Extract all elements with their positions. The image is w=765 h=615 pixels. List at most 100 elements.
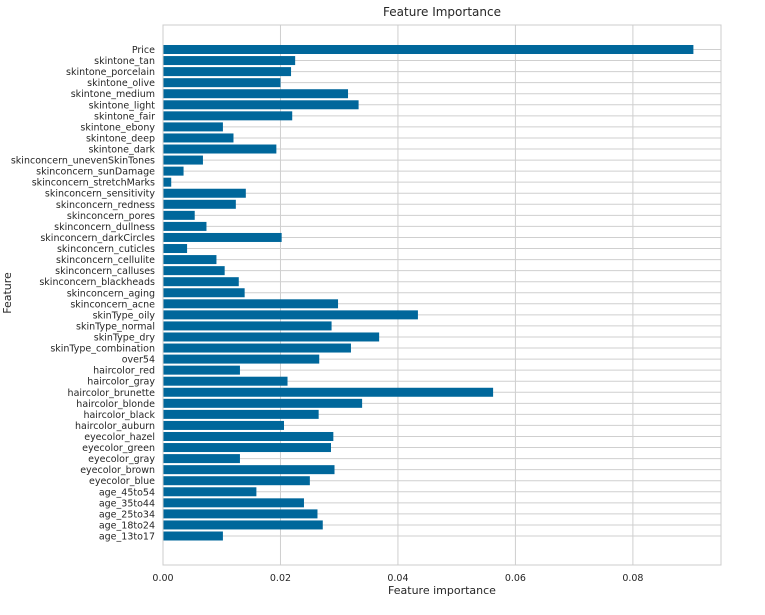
y-tick-label: skinType_combination bbox=[50, 344, 155, 355]
bar-Price bbox=[163, 45, 694, 54]
y-tick-label: haircolor_gray bbox=[87, 377, 155, 388]
chart-title: Feature Importance bbox=[383, 5, 501, 19]
y-tick-label: skinconcern_blackheads bbox=[39, 277, 155, 288]
y-tick-label: skinconcern_darkCircles bbox=[40, 233, 155, 244]
bar-skinType_dry bbox=[163, 332, 380, 342]
bar-skinType_combination bbox=[163, 343, 351, 353]
y-tick-label: skinconcern_sunDamage bbox=[36, 167, 155, 178]
bar-age_45to54 bbox=[163, 487, 257, 497]
y-tick-label: age_25to34 bbox=[99, 509, 155, 520]
bar-age_35to44 bbox=[163, 498, 304, 508]
y-tick-label: skinconcern_cuticles bbox=[57, 244, 155, 255]
x-tick-labels: 0.00 0.02 0.04 0.06 0.08 bbox=[152, 573, 643, 584]
bar-skintone_fair bbox=[163, 111, 293, 121]
bar-skintone_ebony bbox=[163, 122, 223, 132]
bar-skinconcern_unevenSkinTones bbox=[163, 155, 203, 165]
bar-age_18to24 bbox=[163, 520, 323, 530]
x-tick-label: 0.06 bbox=[505, 573, 526, 584]
y-tick-label: skintone_olive bbox=[87, 78, 155, 89]
bar-haircolor_black bbox=[163, 409, 319, 419]
bar-haircolor_red bbox=[163, 365, 240, 375]
bar-eyecolor_blue bbox=[163, 476, 310, 486]
y-tick-label: haircolor_brunette bbox=[68, 388, 156, 399]
y-tick-label: skinType_dry bbox=[94, 332, 156, 343]
bar-skintone_light bbox=[163, 100, 359, 110]
bar-skinconcern_pores bbox=[163, 210, 195, 220]
bar-age_13to17 bbox=[163, 531, 223, 541]
bars bbox=[163, 45, 694, 541]
bar-eyecolor_brown bbox=[163, 465, 335, 475]
y-tick-label: skintone_tan bbox=[94, 56, 155, 67]
y-tick-label: skintone_porcelain bbox=[66, 67, 155, 78]
x-axis-label: Feature importance bbox=[388, 584, 496, 597]
y-tick-label: eyecolor_gray bbox=[88, 454, 155, 465]
bar-skinconcern_sunDamage bbox=[163, 166, 184, 176]
x-tick-label: 0.02 bbox=[270, 573, 291, 584]
y-tick-label: skinconcern_sensitivity bbox=[45, 189, 156, 200]
bar-skinconcern_darkCircles bbox=[163, 232, 282, 242]
bar-skinconcern_redness bbox=[163, 199, 236, 209]
y-tick-labels: Priceskintone_tanskintone_porcelainskint… bbox=[11, 45, 156, 543]
bar-skinconcern_stretchMarks bbox=[163, 177, 172, 187]
bar-haircolor_brunette bbox=[163, 387, 494, 397]
x-tick-label: 0.00 bbox=[152, 573, 173, 584]
y-tick-label: skinconcern_pores bbox=[67, 211, 155, 222]
y-tick-label: haircolor_blonde bbox=[76, 399, 155, 410]
bar-over54 bbox=[163, 354, 320, 364]
bar-skinconcern_acne bbox=[163, 299, 339, 309]
bar-skintone_deep bbox=[163, 133, 234, 143]
y-tick-label: eyecolor_blue bbox=[89, 476, 155, 487]
bar-skinconcern_blackheads bbox=[163, 277, 239, 287]
y-tick-label: eyecolor_hazel bbox=[84, 432, 155, 443]
y-tick-label: skinconcern_calluses bbox=[55, 266, 155, 277]
y-tick-label: skinconcern_stretchMarks bbox=[32, 178, 155, 189]
bar-skinconcern_cellulite bbox=[163, 255, 217, 265]
bar-eyecolor_green bbox=[163, 443, 331, 453]
y-tick-label: skintone_deep bbox=[86, 133, 155, 144]
bar-eyecolor_gray bbox=[163, 454, 240, 464]
bar-skintone_tan bbox=[163, 56, 296, 66]
y-tick-label: skinconcern_redness bbox=[56, 200, 155, 211]
x-tick-label: 0.04 bbox=[387, 573, 408, 584]
y-tick-label: skinconcern_dullness bbox=[54, 222, 155, 233]
y-tick-label: haircolor_red bbox=[93, 366, 155, 377]
bar-haircolor_gray bbox=[163, 376, 288, 386]
y-tick-label: haircolor_black bbox=[83, 410, 155, 421]
bar-skinconcern_cuticles bbox=[163, 244, 188, 254]
bar-skinconcern_calluses bbox=[163, 266, 225, 276]
y-tick-label: haircolor_auburn bbox=[75, 421, 155, 432]
y-tick-label: age_45to54 bbox=[99, 487, 155, 498]
bar-skintone_dark bbox=[163, 144, 277, 154]
y-tick-label: age_18to24 bbox=[99, 520, 155, 531]
bar-skintone_medium bbox=[163, 89, 349, 99]
bar-haircolor_blonde bbox=[163, 398, 363, 408]
bar-skinconcern_sensitivity bbox=[163, 188, 246, 198]
bar-age_25to34 bbox=[163, 509, 318, 519]
y-tick-label: eyecolor_green bbox=[82, 443, 155, 454]
y-tick-label: skinconcern_unevenSkinTones bbox=[11, 156, 155, 167]
bar-eyecolor_hazel bbox=[163, 431, 334, 441]
y-tick-label: skintone_ebony bbox=[80, 122, 155, 133]
y-tick-label: skintone_fair bbox=[94, 111, 155, 122]
y-axis-label: Feature bbox=[1, 272, 14, 314]
plot-frame bbox=[162, 24, 722, 566]
y-tick-label: skinconcern_acne bbox=[70, 299, 155, 310]
y-tick-label: Price bbox=[132, 45, 155, 56]
y-tick-label: skinconcern_aging bbox=[67, 288, 155, 299]
bar-skinconcern_aging bbox=[163, 288, 245, 298]
x-tick-label: 0.08 bbox=[622, 573, 643, 584]
bar-skinType_oily bbox=[163, 310, 418, 320]
y-tick-label: eyecolor_brown bbox=[80, 465, 155, 476]
y-tick-label: age_13to17 bbox=[99, 532, 155, 543]
y-tick-label: skintone_light bbox=[89, 100, 156, 111]
y-tick-label: skinType_oily bbox=[93, 310, 156, 321]
y-tick-label: skinType_normal bbox=[76, 321, 155, 332]
y-tick-label: skintone_medium bbox=[71, 89, 155, 100]
bar-skinType_normal bbox=[163, 321, 332, 331]
y-tick-label: over54 bbox=[122, 355, 155, 366]
bar-skintone_porcelain bbox=[163, 67, 292, 77]
y-tick-label: skinconcern_cellulite bbox=[56, 255, 155, 266]
y-tick-label: age_35to44 bbox=[99, 498, 155, 509]
bar-skintone_olive bbox=[163, 78, 281, 88]
